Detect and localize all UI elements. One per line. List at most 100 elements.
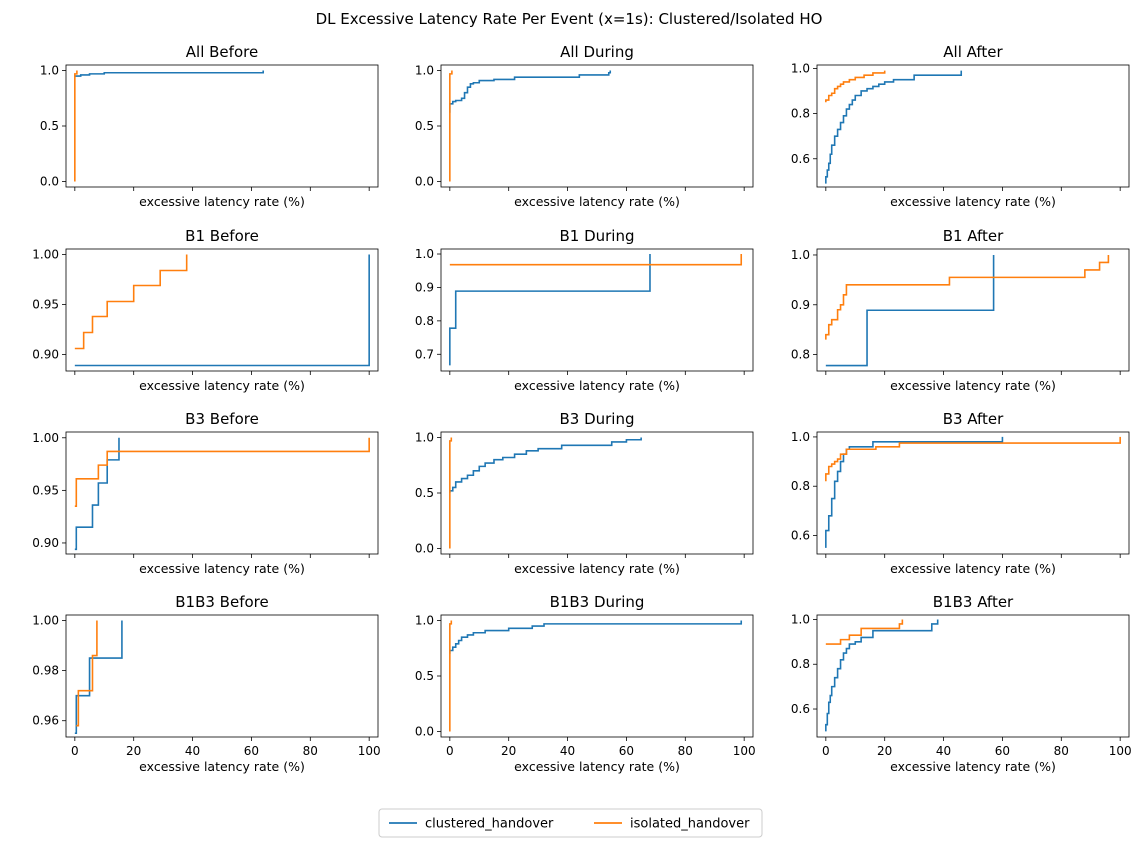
axes-frame — [816, 64, 1130, 188]
series-line-clustered-handover — [74, 437, 120, 551]
y-tick-label: 0.8 — [791, 657, 810, 671]
series-line-clustered-handover — [449, 620, 743, 654]
legend-label: isolated_handover — [630, 817, 750, 832]
y-tick-label: 0.0 — [415, 174, 434, 188]
series-line-isolated-handover — [825, 619, 904, 645]
x-tick-label: 80 — [678, 744, 693, 758]
y-tick-label: 1.0 — [791, 430, 810, 444]
subplot-title: B1B3 During — [550, 593, 645, 611]
series-line-isolated-handover — [74, 254, 188, 350]
series-line-isolated-handover — [449, 437, 453, 549]
x-axis-label: excessive latency rate (%) — [890, 759, 1056, 774]
y-tick-label: 0.5 — [40, 119, 59, 133]
legend: clustered_handover isolated_handover — [378, 808, 763, 838]
series-line-clustered-handover — [825, 254, 995, 367]
y-tick-label: 1.00 — [32, 431, 59, 445]
x-axis-label: excessive latency rate (%) — [514, 759, 680, 774]
y-tick-label: 1.0 — [40, 64, 59, 78]
x-tick-label: 40 — [936, 744, 951, 758]
y-tick-label: 0.6 — [791, 529, 810, 543]
x-tick-label: 80 — [1054, 744, 1069, 758]
x-tick-label: 40 — [185, 744, 200, 758]
subplot-title: B1B3 Before — [175, 593, 268, 611]
subplot-b1b3-during: B1B3 During 0 20 40 60 80 100 0.0 0.5 1.0 excessiv… — [415, 593, 756, 774]
series-line-isolated-handover — [449, 70, 453, 182]
axes-frame — [65, 431, 379, 555]
series-line-clustered-handover — [449, 254, 651, 366]
subplot-title: All During — [560, 43, 634, 61]
series-line-clustered-handover — [825, 436, 1004, 548]
axes-frame — [440, 431, 754, 555]
x-tick-label: 80 — [303, 744, 318, 758]
y-tick-label: 0.6 — [791, 152, 810, 166]
x-tick-label: 60 — [995, 744, 1010, 758]
subplot-b1-before: B1 Before 0.90 0.95 1.00 excessive latency r… — [32, 227, 379, 393]
y-tick-label: 0.90 — [32, 536, 59, 550]
subplot-all-after: All After 0.6 0.8 1.0 excessive latency rate… — [791, 43, 1130, 209]
y-tick-label: 1.00 — [32, 248, 59, 262]
y-tick-label: 1.0 — [415, 614, 434, 628]
subplot-b3-before: B3 Before 0.90 0.95 1.00 excessive latency r… — [32, 410, 379, 576]
x-tick-label: 0 — [446, 744, 454, 758]
y-tick-label: 0.7 — [415, 347, 434, 361]
x-tick-label: 60 — [619, 744, 634, 758]
y-tick-label: 1.0 — [791, 248, 810, 262]
axes-frame — [440, 248, 754, 372]
y-tick-label: 0.95 — [32, 483, 59, 497]
y-tick-label: 1.00 — [32, 614, 59, 628]
y-tick-label: 0.95 — [32, 298, 59, 312]
x-axis-label: excessive latency rate (%) — [514, 561, 680, 576]
y-tick-label: 1.0 — [415, 64, 434, 78]
x-tick-label: 60 — [244, 744, 259, 758]
subplot-title: All Before — [186, 43, 258, 61]
y-tick-label: 0.5 — [415, 119, 434, 133]
subplot-title: B3 Before — [185, 410, 259, 428]
x-axis-label: excessive latency rate (%) — [139, 194, 305, 209]
axes-frame — [65, 614, 379, 738]
x-tick-label: 100 — [733, 744, 756, 758]
subplot-title: B1B3 After — [933, 593, 1014, 611]
y-tick-label: 0.0 — [415, 541, 434, 555]
axes-frame — [440, 64, 754, 188]
y-tick-label: 0.96 — [32, 714, 59, 728]
subplot-title: All After — [943, 43, 1003, 61]
x-axis-label: excessive latency rate (%) — [139, 561, 305, 576]
x-tick-label: 0 — [822, 744, 830, 758]
figure-title: DL Excessive Latency Rate Per Event (x=1… — [316, 10, 823, 28]
y-tick-label: 0.5 — [415, 669, 434, 683]
x-axis-label: excessive latency rate (%) — [514, 194, 680, 209]
axes-frame — [65, 248, 379, 372]
y-tick-label: 0.0 — [40, 174, 59, 188]
x-axis-label: excessive latency rate (%) — [890, 378, 1056, 393]
series-line-clustered-handover — [449, 437, 642, 493]
subplot-title: B3 After — [943, 410, 1004, 428]
legend-box — [378, 808, 763, 838]
series-line-clustered-handover — [825, 70, 963, 184]
series-line-isolated-handover — [76, 620, 98, 727]
subplot-all-during: All During 0.0 0.5 1.0 excessive latency rat… — [415, 43, 754, 209]
axes-frame — [816, 431, 1130, 555]
x-tick-label: 100 — [1109, 744, 1132, 758]
axes-frame — [440, 614, 754, 738]
y-tick-label: 0.98 — [32, 664, 59, 678]
y-tick-label: 0.9 — [415, 280, 434, 294]
subplot-b1-after: B1 After 0.8 0.9 1.0 excessive latency rate … — [791, 227, 1130, 393]
y-tick-label: 0.9 — [791, 298, 810, 312]
subplot-title: B1 After — [943, 227, 1004, 245]
series-line-clustered-handover — [74, 70, 265, 78]
y-tick-label: 1.0 — [791, 61, 810, 75]
subplot-b1-during: B1 During 0.7 0.8 0.9 1.0 excessive latency r… — [415, 227, 754, 393]
y-tick-label: 1.0 — [415, 431, 434, 445]
x-tick-label: 20 — [126, 744, 141, 758]
x-tick-label: 40 — [560, 744, 575, 758]
series-line-isolated-handover — [825, 254, 1110, 340]
series-line-isolated-handover — [74, 70, 78, 182]
subplot-b1b3-after: B1B3 After 0 20 40 60 80 100 0.6 0.8 1.0 excessive… — [791, 593, 1132, 774]
subplot-title: B1 Before — [185, 227, 259, 245]
y-tick-label: 0.8 — [415, 314, 434, 328]
x-tick-label: 20 — [501, 744, 516, 758]
axes-frame — [816, 614, 1130, 738]
subplot-b1b3-before: B1B3 Before 0 20 40 60 80 100 0.96 0.98 1.00 exces… — [32, 593, 380, 774]
y-tick-label: 0.90 — [32, 348, 59, 362]
axes-frame — [65, 64, 379, 188]
